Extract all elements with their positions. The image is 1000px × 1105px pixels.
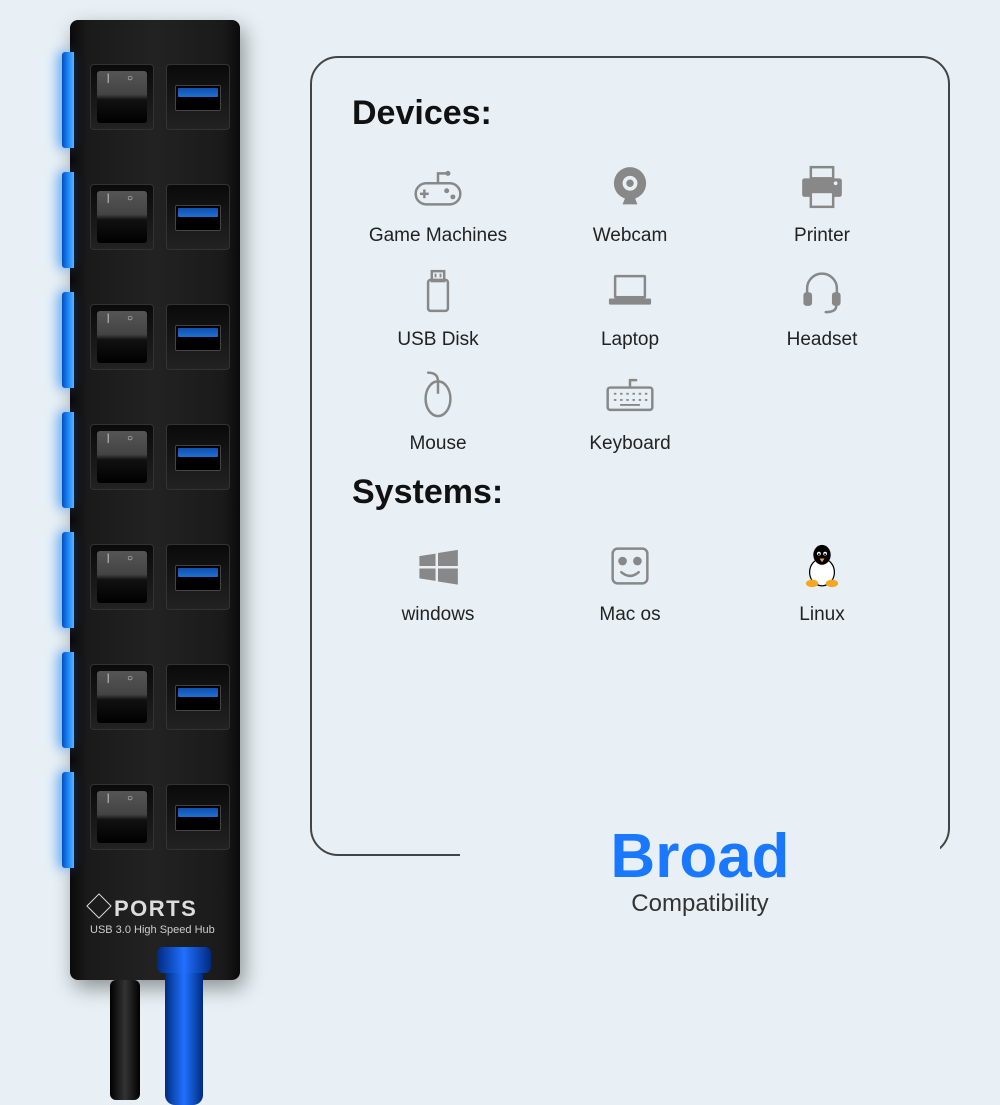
usb-cable bbox=[165, 965, 203, 1105]
power-cable bbox=[110, 980, 140, 1100]
hub-brand-label: PORTS USB 3.0 High Speed Hub bbox=[90, 896, 215, 936]
system-linux: Linux bbox=[726, 532, 918, 626]
system-label: windows bbox=[342, 604, 534, 626]
led-indicator bbox=[62, 52, 74, 148]
device-printer: Printer bbox=[726, 153, 918, 247]
mac-os-icon bbox=[534, 532, 726, 600]
led-indicator bbox=[62, 652, 74, 748]
device-headset: Headset bbox=[726, 257, 918, 351]
power-switch bbox=[90, 64, 154, 130]
linux-icon bbox=[726, 532, 918, 600]
hub-subtitle: USB 3.0 High Speed Hub bbox=[90, 924, 215, 936]
compatibility-panel: Devices: Game Machines Webcam Printer US… bbox=[310, 56, 950, 856]
power-switch bbox=[90, 784, 154, 850]
power-switch bbox=[90, 184, 154, 250]
port-row bbox=[90, 536, 230, 616]
usb-disk-icon bbox=[342, 257, 534, 325]
device-label: USB Disk bbox=[342, 329, 534, 351]
device-laptop: Laptop bbox=[534, 257, 726, 351]
usb-port bbox=[166, 304, 230, 370]
webcam-icon bbox=[534, 153, 726, 221]
usb-port bbox=[166, 784, 230, 850]
tagline: Broad Compatibility bbox=[460, 826, 940, 918]
mouse-icon bbox=[342, 361, 534, 429]
devices-heading: Devices: bbox=[352, 94, 948, 133]
system-mac-os: Mac os bbox=[534, 532, 726, 626]
headset-icon bbox=[726, 257, 918, 325]
device-keyboard: Keyboard bbox=[534, 361, 726, 455]
device-label: Headset bbox=[726, 329, 918, 351]
system-label: Linux bbox=[726, 604, 918, 626]
usb-port bbox=[166, 544, 230, 610]
printer-icon bbox=[726, 153, 918, 221]
usb-hub-device: PORTS USB 3.0 High Speed Hub bbox=[70, 20, 240, 980]
tagline-big: Broad bbox=[480, 826, 920, 888]
usb-port bbox=[166, 184, 230, 250]
gamepad-icon bbox=[342, 153, 534, 221]
power-switch bbox=[90, 664, 154, 730]
power-switch bbox=[90, 424, 154, 490]
keyboard-icon bbox=[534, 361, 726, 429]
led-indicator bbox=[62, 412, 74, 508]
brand-text: PORTS bbox=[114, 896, 197, 921]
systems-heading: Systems: bbox=[352, 473, 948, 512]
port-row bbox=[90, 56, 230, 136]
windows-icon bbox=[342, 532, 534, 600]
device-game-machines: Game Machines bbox=[342, 153, 534, 247]
led-indicator bbox=[62, 292, 74, 388]
port-row bbox=[90, 656, 230, 736]
led-strip bbox=[62, 20, 74, 980]
device-label: Game Machines bbox=[342, 225, 534, 247]
usb-port bbox=[166, 64, 230, 130]
device-label: Mouse bbox=[342, 433, 534, 455]
led-indicator bbox=[62, 172, 74, 268]
system-label: Mac os bbox=[534, 604, 726, 626]
device-label: Keyboard bbox=[534, 433, 726, 455]
port-row bbox=[90, 176, 230, 256]
led-indicator bbox=[62, 772, 74, 868]
usb-port bbox=[166, 664, 230, 730]
device-webcam: Webcam bbox=[534, 153, 726, 247]
device-label: Webcam bbox=[534, 225, 726, 247]
brand-diamond-icon bbox=[86, 893, 111, 918]
device-mouse: Mouse bbox=[342, 361, 534, 455]
device-label: Printer bbox=[726, 225, 918, 247]
port-row bbox=[90, 776, 230, 856]
devices-grid: Game Machines Webcam Printer USB Disk La bbox=[312, 153, 948, 455]
systems-grid: windows Mac os Linux bbox=[312, 532, 948, 626]
power-switch bbox=[90, 544, 154, 610]
system-windows: windows bbox=[342, 532, 534, 626]
power-switch bbox=[90, 304, 154, 370]
port-row bbox=[90, 296, 230, 376]
led-indicator bbox=[62, 532, 74, 628]
laptop-icon bbox=[534, 257, 726, 325]
device-label: Laptop bbox=[534, 329, 726, 351]
usb-port bbox=[166, 424, 230, 490]
tagline-small: Compatibility bbox=[480, 890, 920, 918]
port-row bbox=[90, 416, 230, 496]
device-usb-disk: USB Disk bbox=[342, 257, 534, 351]
